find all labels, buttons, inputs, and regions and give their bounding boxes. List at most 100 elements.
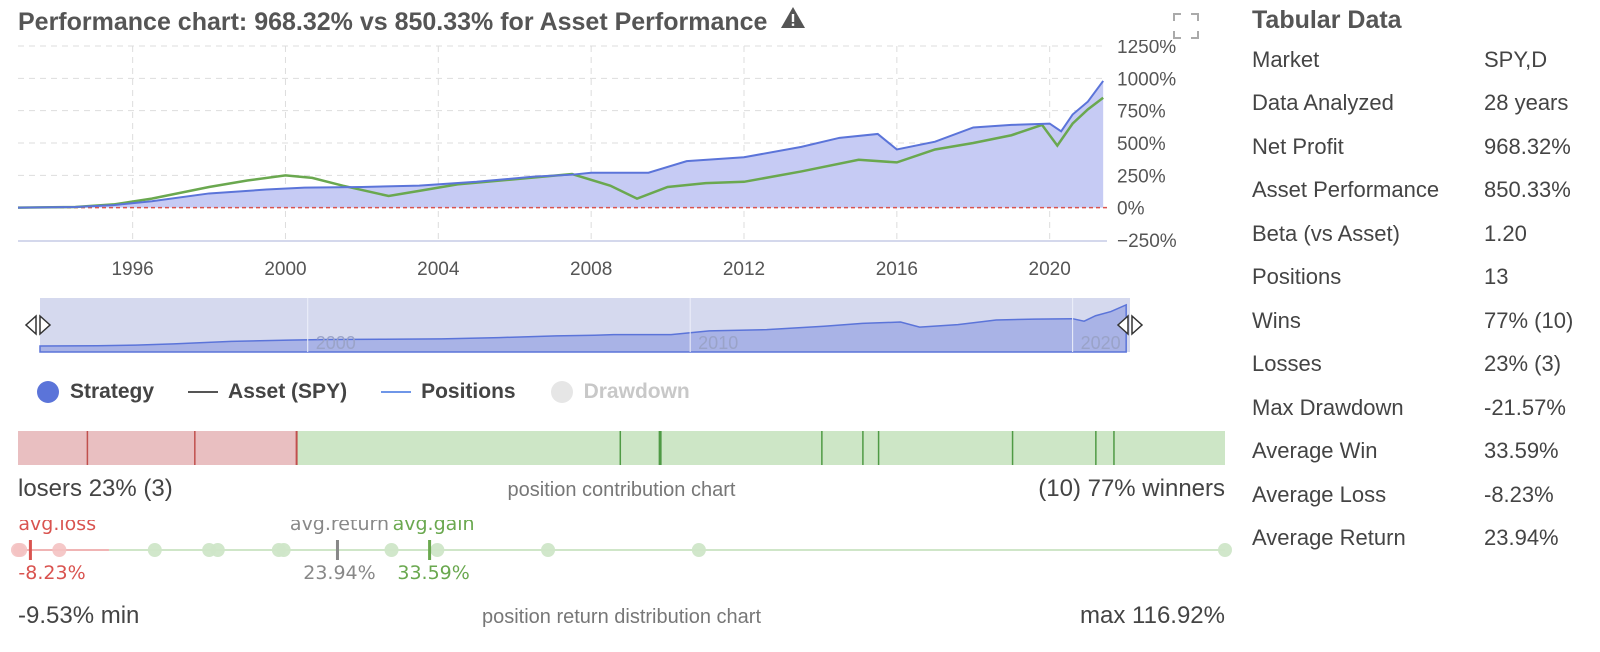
range-navigator[interactable]: 2000 2010 2020: [0, 296, 1180, 366]
handle-left-arrow: [24, 314, 37, 336]
table-row-value: 33.59%: [1484, 438, 1559, 464]
table-row-key: Data Analyzed: [1252, 90, 1394, 116]
x-tick-label: 2004: [417, 259, 460, 280]
handle-right-arrow: [39, 314, 52, 336]
gain-dot: [541, 543, 556, 557]
min-return-label: -9.53% min: [18, 602, 140, 629]
legend-drawdown-label: Drawdown: [583, 380, 690, 403]
navigator-tick-label: 2000: [316, 333, 356, 353]
avg-loss-label: avg.loss: [18, 520, 96, 535]
legend-positions[interactable]: Positions: [381, 380, 516, 404]
x-tick-label: 2000: [264, 259, 306, 280]
legend-drawdown[interactable]: Drawdown: [550, 380, 690, 404]
avg-return-marker: [335, 540, 339, 560]
losers-label: losers 23% (3): [18, 475, 173, 502]
table-row: Wins 77% (10): [1252, 299, 1600, 343]
table-row-value: 850.33%: [1484, 177, 1571, 203]
gain-dot: [691, 543, 706, 557]
legend-asset-label: Asset (SPY): [228, 380, 348, 403]
avg-return-value: 23.94%: [303, 562, 375, 584]
legend-positions-label: Positions: [421, 380, 516, 403]
y-tick-label: 1000%: [1117, 69, 1176, 90]
navigator-right-handle-icon[interactable]: [1116, 314, 1144, 336]
table-row-value: 28 years: [1484, 90, 1569, 116]
table-row-key: Losses: [1252, 351, 1322, 377]
navigator-tick-label: 2020: [1081, 333, 1121, 353]
handle-right-arrow: [1131, 314, 1144, 336]
contribution-labels: losers 23% (3) position contribution cha…: [18, 475, 1225, 505]
fullscreen-icon[interactable]: [1172, 12, 1200, 40]
x-tick-label: 1996: [111, 259, 153, 280]
table-row: Market SPY,D: [1252, 38, 1600, 82]
y-tick-label: 500%: [1117, 134, 1166, 155]
table-row: Max Drawdown -21.57%: [1252, 386, 1600, 430]
chart-legend: Strategy Asset (SPY) Positions Drawdown: [36, 380, 690, 404]
table-row: Positions 13: [1252, 256, 1600, 300]
navigator-left-handle-icon[interactable]: [24, 314, 52, 336]
navigator-series-area: [39, 303, 1127, 353]
table-row-key: Positions: [1252, 264, 1342, 290]
table-row-key: Beta (vs Asset): [1252, 220, 1400, 246]
table-row-key: Average Win: [1252, 438, 1378, 464]
gain-dot: [147, 543, 162, 557]
avg-gain-value: 33.59%: [397, 562, 469, 584]
table-row-key: Average Return: [1252, 525, 1406, 551]
series-line-strategy: [17, 80, 1104, 209]
tabular-data-rows: Market SPY,D Data Analyzed 28 years Net Prof…: [1252, 38, 1600, 560]
strategy-area: [18, 80, 1104, 208]
table-row: Losses 23% (3): [1252, 343, 1600, 387]
positions-line-icon: [381, 391, 412, 393]
table-row-key: Max Drawdown: [1252, 394, 1404, 420]
table-row-key: Net Profit: [1252, 133, 1344, 159]
series-line-asset: [17, 96, 1104, 209]
table-row-value: 23.94%: [1484, 525, 1559, 551]
contribution-chart-label: position contribution chart: [507, 479, 736, 501]
table-row-value: -8.23%: [1484, 481, 1554, 507]
warning-icon: [780, 6, 806, 37]
legend-asset[interactable]: Asset (SPY): [188, 380, 347, 404]
avg-loss-value: -8.23%: [18, 562, 85, 584]
table-row: Average Return 23.94%: [1252, 517, 1600, 561]
y-tick-label: 750%: [1117, 102, 1166, 123]
table-row: Average Win 33.59%: [1252, 430, 1600, 474]
max-return-label: max 116.92%: [1080, 602, 1225, 629]
table-row-key: Asset Performance: [1252, 177, 1440, 203]
y-tick-label: 1250%: [1117, 40, 1176, 58]
tabular-data-title: Tabular Data: [1252, 6, 1402, 34]
distribution-chart-label: position return distribution chart: [481, 606, 762, 628]
legend-strategy[interactable]: Strategy: [36, 380, 154, 404]
y-tick-label: 0%: [1117, 199, 1145, 220]
avg-gain-marker: [428, 540, 432, 560]
table-row: Average Loss -8.23%: [1252, 473, 1600, 517]
table-row-value: 23% (3): [1484, 351, 1562, 377]
gain-dot: [1218, 543, 1232, 557]
asset-line-icon: [188, 391, 219, 393]
winners-label: (10) 77% winners: [1038, 475, 1225, 502]
losers-segment: [18, 431, 297, 465]
table-row-value: SPY,D: [1484, 46, 1548, 72]
table-row-value: -21.57%: [1484, 394, 1566, 420]
gain-dot: [276, 543, 291, 557]
strategy-dot-icon: [37, 381, 59, 403]
legend-strategy-label: Strategy: [70, 380, 155, 403]
main-chart[interactable]: 1250% 1000% 750% 500% 250% 0% −250% 1996 2000 200…: [0, 40, 1210, 290]
table-row-key: Market: [1252, 46, 1320, 72]
drawdown-dot-icon: [550, 381, 573, 403]
x-tick-label: 2012: [723, 259, 765, 280]
loss-dot: [52, 543, 67, 557]
table-row: Beta (vs Asset) 1.20: [1252, 212, 1600, 256]
table-row-value: 1.20: [1484, 220, 1527, 246]
avg-loss-marker: [28, 540, 32, 560]
table-row: Asset Performance 850.33%: [1252, 169, 1600, 213]
distribution-labels: -9.53% min position return distribution …: [18, 602, 1225, 632]
loss-dot: [13, 543, 28, 557]
avg-return-label: avg.return: [290, 520, 389, 535]
gain-dot: [430, 543, 445, 557]
winners-segment: [296, 431, 1225, 465]
table-row-key: Wins: [1252, 307, 1301, 333]
x-tick-label: 2020: [1029, 259, 1071, 280]
position-contribution-bar: [18, 431, 1225, 465]
avg-gain-label: avg.gain: [393, 520, 475, 535]
table-row-key: Average Loss: [1252, 481, 1387, 507]
table-row: Data Analyzed 28 years: [1252, 82, 1600, 126]
